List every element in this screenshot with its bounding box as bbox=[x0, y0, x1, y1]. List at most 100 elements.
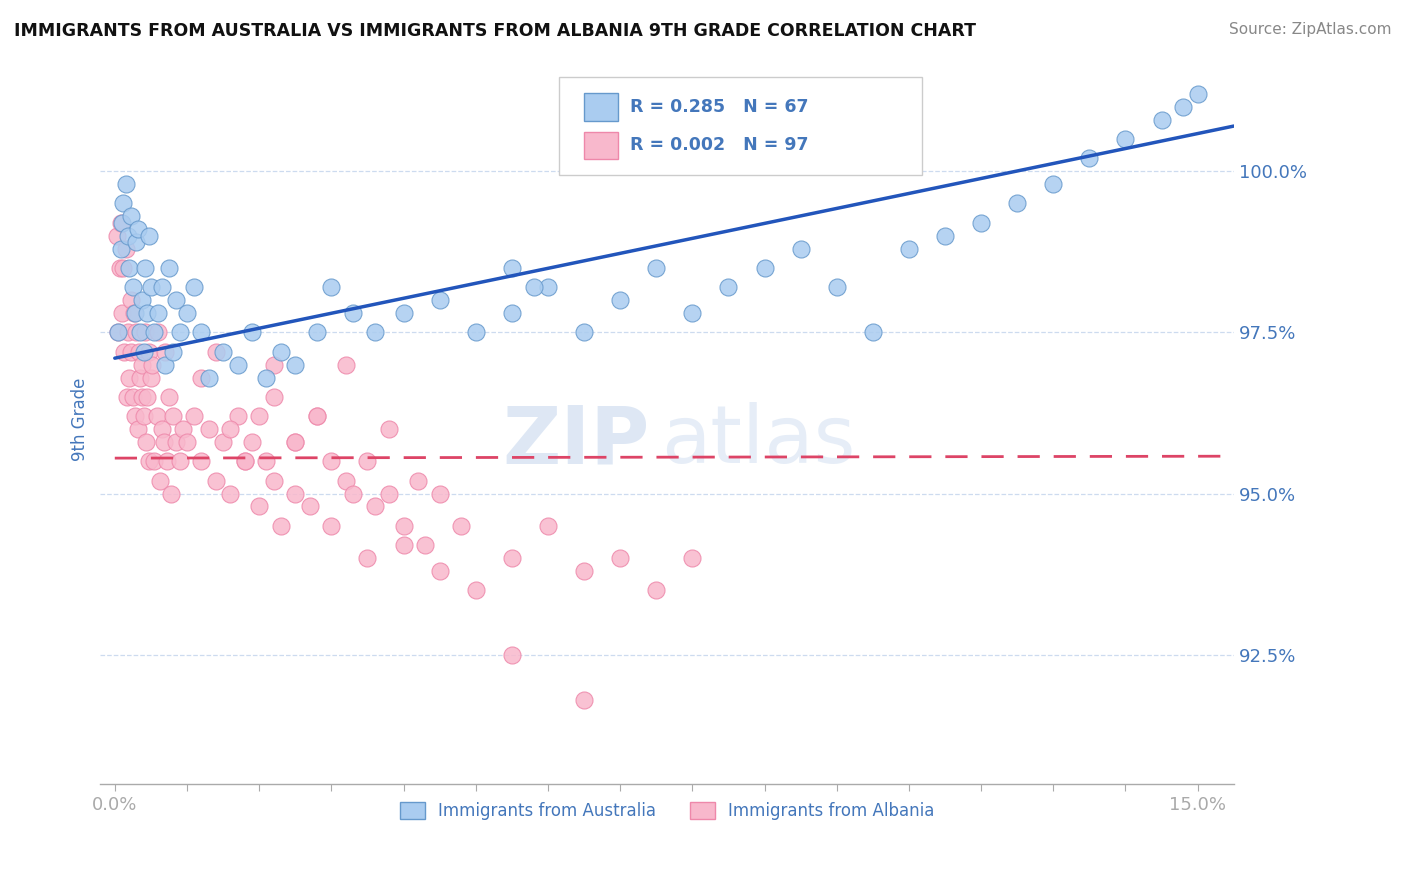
Point bbox=[132, 409, 155, 424]
Point bbox=[970, 216, 993, 230]
Point bbox=[321, 518, 343, 533]
Point bbox=[321, 454, 343, 468]
Point bbox=[120, 210, 142, 224]
Point bbox=[254, 454, 277, 468]
Point bbox=[1114, 132, 1136, 146]
Point bbox=[135, 435, 157, 450]
Point bbox=[284, 486, 307, 500]
Point bbox=[342, 306, 364, 320]
Point bbox=[107, 326, 129, 340]
Point bbox=[110, 216, 132, 230]
Point bbox=[717, 280, 740, 294]
FancyBboxPatch shape bbox=[585, 93, 619, 120]
Point bbox=[143, 454, 166, 468]
Point bbox=[143, 326, 166, 340]
Point bbox=[127, 222, 149, 236]
Point bbox=[645, 583, 668, 598]
Point bbox=[321, 280, 343, 294]
Point bbox=[270, 344, 292, 359]
Point bbox=[155, 344, 177, 359]
Point bbox=[136, 306, 159, 320]
Point bbox=[825, 280, 848, 294]
Point bbox=[233, 454, 256, 468]
Y-axis label: 9th Grade: 9th Grade bbox=[72, 377, 89, 461]
Point bbox=[117, 326, 139, 340]
Point bbox=[392, 518, 415, 533]
Point bbox=[537, 518, 560, 533]
Point bbox=[114, 177, 136, 191]
Point bbox=[165, 293, 187, 307]
Point bbox=[522, 280, 544, 294]
Point bbox=[149, 474, 172, 488]
Point bbox=[681, 551, 703, 566]
Point bbox=[284, 435, 307, 450]
Point bbox=[153, 435, 176, 450]
Text: ZIP: ZIP bbox=[503, 402, 650, 480]
Point bbox=[176, 435, 198, 450]
Point bbox=[110, 242, 132, 256]
FancyBboxPatch shape bbox=[560, 77, 922, 176]
Point bbox=[108, 260, 131, 275]
Point bbox=[537, 280, 560, 294]
Point bbox=[117, 228, 139, 243]
Point bbox=[378, 422, 401, 436]
Point bbox=[121, 280, 143, 294]
Point bbox=[197, 370, 219, 384]
Point bbox=[897, 242, 920, 256]
Point bbox=[305, 409, 328, 424]
Point bbox=[162, 409, 184, 424]
Point bbox=[162, 344, 184, 359]
Point bbox=[609, 293, 631, 307]
Point bbox=[284, 358, 307, 372]
Point bbox=[609, 551, 631, 566]
Point bbox=[112, 196, 135, 211]
Point bbox=[128, 344, 150, 359]
Point bbox=[254, 370, 277, 384]
Point bbox=[131, 293, 153, 307]
Point bbox=[111, 306, 134, 320]
Point bbox=[335, 474, 357, 488]
Point bbox=[124, 306, 146, 320]
Point bbox=[270, 518, 292, 533]
Point bbox=[145, 409, 167, 424]
Point bbox=[356, 454, 378, 468]
Point bbox=[212, 435, 235, 450]
Text: R = 0.285   N = 67: R = 0.285 N = 67 bbox=[630, 98, 808, 116]
Point bbox=[150, 422, 173, 436]
Point bbox=[464, 326, 486, 340]
Point bbox=[212, 344, 235, 359]
Point bbox=[305, 409, 328, 424]
Point bbox=[125, 326, 148, 340]
Legend: Immigrants from Australia, Immigrants from Albania: Immigrants from Australia, Immigrants fr… bbox=[394, 795, 941, 826]
Point bbox=[305, 326, 328, 340]
Point bbox=[240, 435, 263, 450]
Point bbox=[406, 474, 429, 488]
Point bbox=[219, 422, 242, 436]
Point bbox=[219, 486, 242, 500]
Point bbox=[150, 280, 173, 294]
Point bbox=[124, 409, 146, 424]
Point bbox=[1042, 177, 1064, 191]
Point bbox=[263, 358, 285, 372]
Point bbox=[240, 326, 263, 340]
Point bbox=[572, 693, 595, 707]
Point bbox=[205, 474, 228, 488]
Point bbox=[183, 280, 205, 294]
Point bbox=[226, 358, 249, 372]
Point bbox=[190, 454, 212, 468]
Point bbox=[139, 280, 162, 294]
Point bbox=[157, 260, 180, 275]
Point bbox=[263, 390, 285, 404]
Point bbox=[501, 648, 523, 662]
Point bbox=[183, 409, 205, 424]
Point bbox=[169, 326, 191, 340]
Point bbox=[190, 326, 212, 340]
Point bbox=[1005, 196, 1028, 211]
Point bbox=[172, 422, 194, 436]
Point bbox=[429, 564, 451, 578]
Point bbox=[501, 306, 523, 320]
Point bbox=[118, 260, 141, 275]
Point bbox=[176, 306, 198, 320]
Point bbox=[146, 326, 169, 340]
Point bbox=[138, 344, 160, 359]
